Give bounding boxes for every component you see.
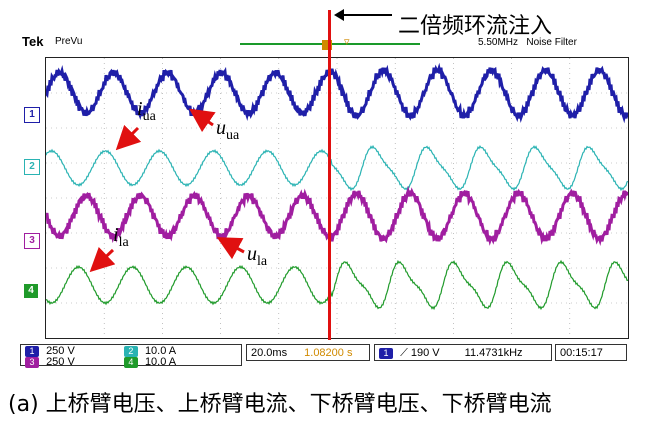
ch2-scale: 10.0 A — [144, 345, 177, 357]
trigger-level: 190 V — [410, 347, 440, 359]
clock-readout: 00:15:17 — [555, 344, 627, 361]
horizontal-position: 1.08200 s — [304, 347, 353, 359]
label-ula-base: u — [247, 243, 257, 265]
label-ula: ula — [247, 243, 267, 270]
timebase: 20.0ms — [251, 347, 288, 359]
ch1-badge: 1 — [25, 346, 39, 357]
label-iua-base: i — [137, 98, 143, 120]
figure-caption: (a) 上桥臂电压、上桥臂电流、下桥臂电压、下桥臂电流 — [8, 392, 552, 417]
readout-ch1: 1 250 V 2 10.0 A — [25, 345, 237, 357]
channel-4-marker[interactable]: 4 — [24, 284, 38, 298]
arrow-uua — [189, 108, 216, 133]
label-ila-base: i — [113, 224, 119, 246]
clock-time: 00:15:17 — [560, 347, 603, 359]
injection-arrow — [340, 14, 392, 16]
ch2-badge: 2 — [123, 346, 138, 357]
injection-label: 二倍频环流注入 — [398, 14, 553, 39]
channel-2-marker[interactable]: 2 — [24, 159, 40, 175]
ch3-scale: 250 V — [46, 356, 75, 368]
label-iua: iua — [137, 98, 156, 125]
trace-ch4-lower-arm-current — [46, 259, 628, 311]
arrow-iua — [115, 124, 142, 151]
ch4-scale: 10.0 A — [144, 356, 177, 368]
label-ila: ila — [113, 224, 129, 251]
trace-ch1-upper-arm-voltage — [46, 62, 628, 124]
noise-filter-label: Noise Filter — [526, 37, 577, 48]
sample-rate: 5.50MHz — [478, 37, 519, 48]
readout-ch1-ch3: 1 250 V 2 10.0 A 3 250 V 4 10.0 A — [20, 344, 242, 368]
ch4-badge: 4 — [123, 357, 138, 368]
frequency-readout: 11.4731kHz — [464, 347, 523, 359]
trace-ch3-lower-arm-voltage — [46, 185, 628, 247]
label-ula-sub: la — [257, 254, 268, 269]
waveform-svg — [46, 58, 628, 338]
readout-ch3: 3 250 V 4 10.0 A — [25, 356, 237, 368]
arrow-ula — [216, 237, 245, 260]
trigger-source-badge: 1 — [379, 348, 393, 359]
brand-logo: Tek — [22, 34, 44, 49]
label-uua: uua — [216, 117, 239, 144]
label-uua-base: u — [216, 117, 226, 139]
label-iua-sub: ua — [142, 109, 156, 124]
ch3-badge: 3 — [25, 357, 39, 368]
label-uua-sub: ua — [226, 128, 240, 143]
trace-ch2-upper-arm-current — [46, 144, 628, 192]
channel-3-marker[interactable]: 3 — [24, 233, 40, 249]
trigger-slope-icon: ⟋ — [400, 347, 408, 359]
mode-label: PreVu — [55, 36, 83, 47]
ch1-scale: 250 V — [46, 345, 75, 357]
timebase-readout[interactable]: 20.0ms 1.08200 s — [246, 344, 370, 361]
trigger-readout[interactable]: 1 ⟋ 190 V 11.4731kHz — [374, 344, 552, 361]
sample-rate-info: 5.50MHz Noise Filter — [478, 37, 577, 48]
waveform-display — [45, 57, 629, 339]
injection-arrowhead — [334, 9, 344, 21]
channel-1-marker[interactable]: 1 — [24, 107, 40, 123]
label-ila-sub: la — [118, 235, 129, 250]
injection-time-line — [328, 10, 331, 340]
arrow-ila — [89, 246, 116, 273]
trigger-position-marker — [322, 40, 332, 50]
trigger-icon: ▿ — [344, 36, 350, 48]
